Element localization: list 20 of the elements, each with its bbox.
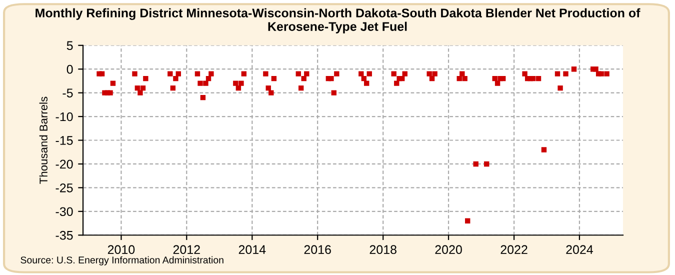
x-tick-label: 2016 <box>304 245 331 254</box>
y-tick-label: -15 <box>56 136 73 145</box>
y-tick-label: 5 <box>66 41 73 50</box>
x-tick-label: 2012 <box>173 245 200 254</box>
x-tick-label: 2018 <box>370 245 396 254</box>
y-tick-label: -30 <box>56 207 73 216</box>
source-note: Source: U.S. Energy Information Administration <box>20 256 224 266</box>
x-tick-label: 2014 <box>238 245 266 254</box>
y-tick-label: -20 <box>56 160 73 169</box>
x-tick-label: 2024 <box>566 245 594 254</box>
y-axis-title: Thousand Barrels <box>39 96 48 184</box>
x-tick-label: 2010 <box>108 245 135 254</box>
y-tick-label: -35 <box>56 230 73 240</box>
x-tick-label: 2020 <box>435 245 462 254</box>
y-tick-label: 0 <box>66 64 73 74</box>
y-tick-label: -5 <box>62 88 73 98</box>
y-tick-label: -25 <box>56 183 73 192</box>
x-tick-label: 2022 <box>500 245 528 254</box>
y-tick-label: -10 <box>56 112 73 122</box>
chart-title: Monthly Refining District Minnesota-Wisconsin-North Dakota-South Dakota Blender Net Production of Kerosene-Type Jet Fuel <box>36 8 640 34</box>
